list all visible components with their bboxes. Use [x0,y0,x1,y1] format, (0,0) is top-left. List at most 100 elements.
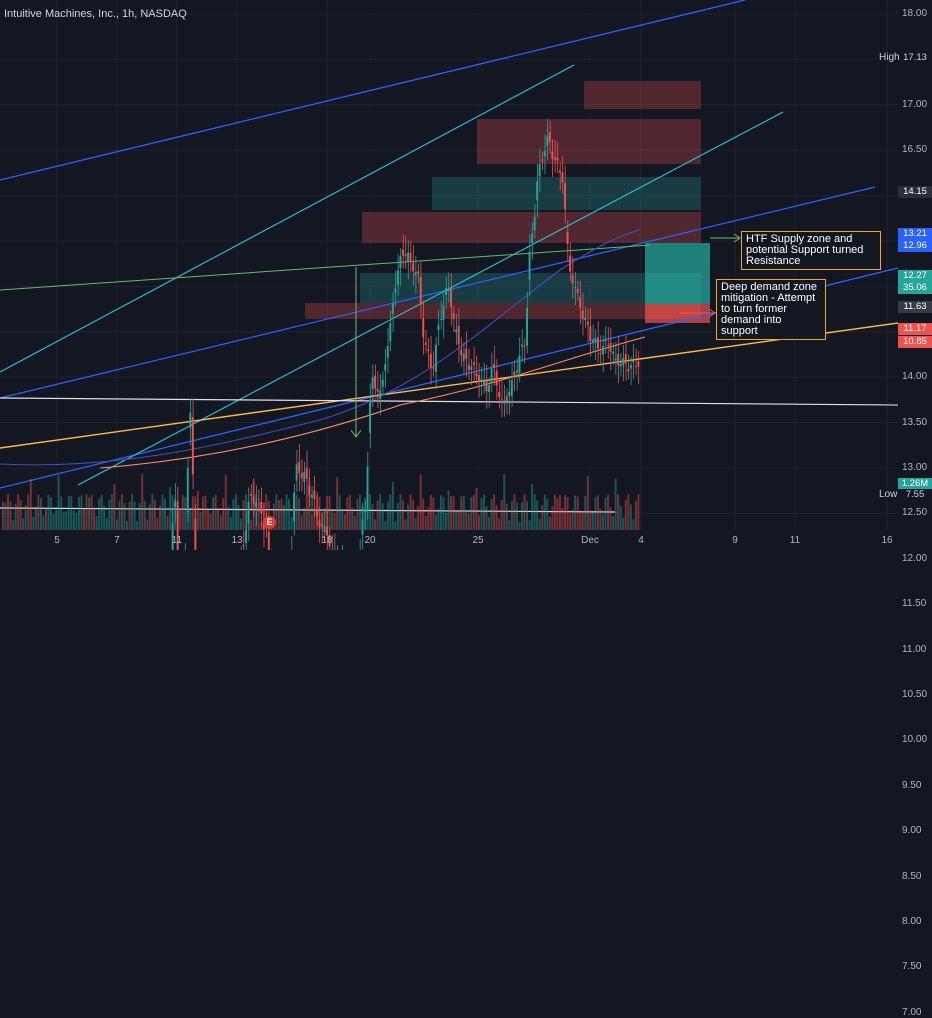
volume-bar [179,509,181,530]
volume-bar [144,501,146,530]
volume-bar [329,496,331,530]
candle-body [526,308,528,346]
candle-body [610,343,612,352]
candle-body [301,473,303,478]
volume-bar [103,506,105,530]
candle-body [420,277,422,303]
candle-body [187,468,189,512]
volume-bar [637,494,639,530]
y-tick-label: 10.50 [896,689,932,700]
volume-bar [124,503,126,530]
price-badge: 7.55 [898,489,932,501]
price-badge: 10.85 [898,336,932,348]
volume-bar [546,499,548,530]
volume-bar [202,497,204,530]
volume-bar [577,497,579,530]
volume-bar [384,521,386,530]
x-tick-label: 7 [114,535,120,546]
candle-body [559,170,561,172]
volume-bar [460,497,462,530]
chart-canvas[interactable] [0,0,932,550]
volume-bar [222,498,224,530]
volume-bar [529,520,531,530]
y-tick-label: 12.00 [896,553,932,564]
volume-bar [235,494,237,530]
volume-bar [531,484,533,530]
candle-body [572,275,574,284]
candle-body [617,354,619,366]
volume-bar [83,509,85,530]
candle-body [253,495,255,503]
volume-bar [30,479,32,530]
chart[interactable]: Intuitive Machines, Inc., 1h, NASDAQ HTF… [0,0,932,550]
candle-body [584,317,586,320]
price-badge: 17.13 [898,52,932,64]
candle-body [174,501,176,507]
candle-body [549,132,551,142]
volume-bar [521,503,523,530]
volume-bar [126,521,128,530]
volume-bar [7,494,9,530]
volume-bar [491,499,493,530]
volume-bar [75,513,77,530]
volume-bar [417,506,419,530]
volume-bar [412,500,414,530]
volume-bar [159,506,161,530]
candle-body [544,151,546,157]
earnings-marker-icon[interactable]: E [263,516,276,529]
volume-bar [427,507,429,530]
volume-bar [212,497,214,530]
candle-body [546,136,548,145]
volume-bar [98,499,100,530]
volume-bar [164,499,166,530]
volume-bar [562,508,564,530]
note-htf-supply[interactable]: HTF Supply zone and potential Support tu… [741,231,881,270]
candle-body [268,532,270,550]
price-badge: 11.17 [898,323,932,335]
long-position-target [645,243,710,304]
candle-body [587,322,589,326]
candle-body [496,371,498,385]
x-tick-label: 16 [881,535,892,546]
candle-body [602,346,604,354]
candle-body [405,254,407,256]
y-tick-label: 8.00 [896,916,932,927]
volume-bar [483,495,485,530]
price-badge: 12.27 [898,270,932,282]
candle-body [402,250,404,256]
x-tick-label: 25 [472,535,483,546]
note-deep-demand[interactable]: Deep demand zone mitigation - Attempt to… [716,279,826,340]
volume-bar [184,497,186,530]
volume-bar [506,504,508,530]
candle-body [389,323,391,342]
candle-body [562,172,564,183]
candle-body [488,385,490,392]
volume-bar [156,518,158,530]
volume-bar [564,495,566,530]
candle-body [463,354,465,361]
volume-bar [463,496,465,530]
candle-body [308,485,310,495]
y-tick-label: 14.00 [896,371,932,382]
candle-body [518,356,520,373]
volume-bar [351,507,353,530]
candle-body [468,365,470,371]
candle-body [412,263,414,272]
volume-bar [58,476,60,530]
candle-body [564,183,566,209]
volume-bar [192,496,194,530]
volume-bar [420,474,422,530]
volume-bar [422,499,424,530]
candle-body [577,289,579,293]
candle-body [592,339,594,342]
volume-bar [450,496,452,530]
candle-body [324,525,326,532]
volume-bar [341,509,343,530]
y-tick-label: 12.50 [896,507,932,518]
volume-bar [536,500,538,530]
candle-body [637,361,639,366]
volume-bar [25,505,27,530]
volume-bar [481,498,483,530]
volume-bar [589,510,591,530]
candle-body [450,289,452,308]
